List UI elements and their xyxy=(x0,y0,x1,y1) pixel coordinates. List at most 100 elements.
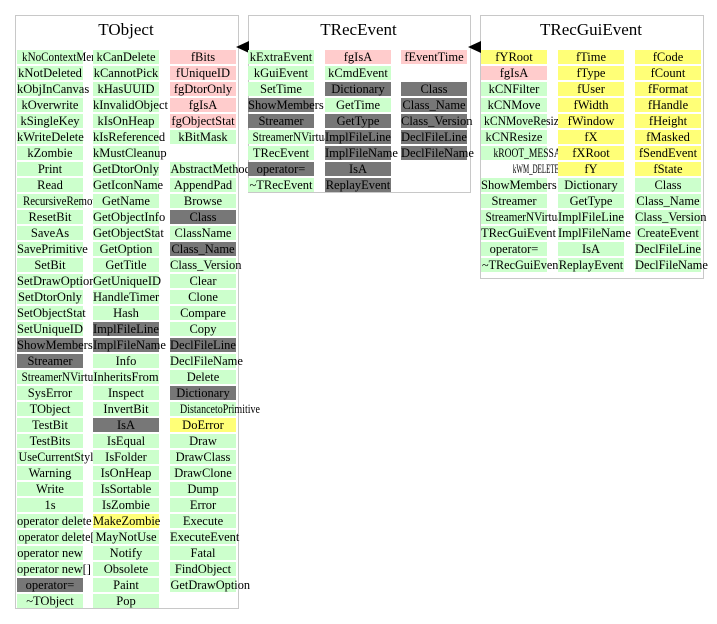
member-cell: IsA xyxy=(558,242,624,256)
class-title-tobject: TObject xyxy=(98,20,154,39)
member-cell: TRecEvent xyxy=(248,146,314,160)
member-cell: Class_Name xyxy=(635,194,701,208)
member-cell: ImplFileName xyxy=(93,338,166,352)
member-cell: GetOption xyxy=(93,242,159,256)
member-cell: StreamerNVirtual xyxy=(481,210,565,224)
member-cell: InheritsFrom xyxy=(93,370,159,384)
member-cell: fXRoot xyxy=(558,146,624,160)
member-cell: Read xyxy=(17,178,83,192)
member-cell: kCanDelete xyxy=(93,50,159,64)
member-cell: FindObject xyxy=(170,562,236,576)
member-cell: kIsOnHeap xyxy=(93,114,159,128)
member-cell: fType xyxy=(558,66,624,80)
member-cell: SetObjectStat xyxy=(17,306,86,320)
member-cell: DeclFileName xyxy=(170,354,243,368)
member-cell: IsZombie xyxy=(93,498,159,512)
member-cell: Streamer xyxy=(248,114,314,128)
member-cell: GetType xyxy=(325,114,391,128)
member-cell: Clear xyxy=(170,274,236,288)
member-cell: ShowMembers xyxy=(481,178,557,192)
member-cell: fMasked xyxy=(635,130,701,144)
member-cell: kGuiEvent xyxy=(248,66,314,80)
member-cell: kCNResize xyxy=(481,130,547,144)
member-cell: SavePrimitive xyxy=(17,242,88,256)
member-cell: Error xyxy=(170,498,236,512)
member-cell: ImplFileLine xyxy=(558,210,624,224)
member-cell: Dictionary xyxy=(325,82,391,96)
member-cell: StreamerNVirtual xyxy=(248,130,332,144)
member-cell: kCmdEvent xyxy=(325,66,391,80)
member-cell: GetName xyxy=(93,194,159,208)
member-cell: fWidth xyxy=(558,98,624,112)
member-cell: Inspect xyxy=(93,386,159,400)
member-cell: Warning xyxy=(17,466,83,480)
member-cell: ReplayEvent xyxy=(325,178,391,192)
member-cell: Dictionary xyxy=(170,386,236,400)
member-cell: Clone xyxy=(170,290,236,304)
member-cell: GetIconName xyxy=(93,178,164,192)
member-cell: HandleTimer xyxy=(93,290,160,304)
member-cell: TestBit xyxy=(17,418,83,432)
member-cell: IsSortable xyxy=(93,482,159,496)
member-cell: GetTitle xyxy=(93,258,159,272)
member-cell: fBits xyxy=(170,50,236,64)
member-cell: kMustCleanup xyxy=(93,146,167,160)
member-cell: ShowMembers xyxy=(17,338,93,352)
member-cell: fgIsA xyxy=(481,66,547,80)
member-cell: Execute xyxy=(170,514,236,528)
member-cell: DeclFileLine xyxy=(635,242,701,256)
member-cell: Dump xyxy=(170,482,236,496)
member-cell: fCode xyxy=(635,50,701,64)
member-cell: kWriteDelete xyxy=(17,130,84,144)
member-cell: ExecuteEvent xyxy=(170,530,240,544)
member-cell: GetType xyxy=(558,194,624,208)
member-cell: Pop xyxy=(93,594,159,608)
member-cell: ~TRecEvent xyxy=(248,178,314,192)
member-cell: UseCurrentStyle xyxy=(17,450,99,464)
member-cell: fSendEvent xyxy=(635,146,701,160)
member-cell: SetUniqueID xyxy=(17,322,83,336)
member-cell: GetTime xyxy=(325,98,391,112)
member-cell: kNoContextMenu xyxy=(17,50,102,64)
member-cell: DrawClone xyxy=(170,466,236,480)
member-cell: InvertBit xyxy=(93,402,159,416)
member-cell: RecursiveRemove xyxy=(17,194,103,208)
member-cell: kCNFilter xyxy=(481,82,547,96)
member-cell: Hash xyxy=(93,306,159,320)
member-cell: Class_Version xyxy=(401,114,473,128)
class-title-trecevent: TRecEvent xyxy=(320,20,397,39)
member-cell: fUser xyxy=(558,82,624,96)
member-cell: IsA xyxy=(93,418,159,432)
member-cell: GetObjectInfo xyxy=(93,210,166,224)
member-cell: AbstractMethod xyxy=(170,162,251,176)
member-cell: ImplFileLine xyxy=(93,322,159,336)
member-cell: fHandle xyxy=(635,98,701,112)
member-cell: fY xyxy=(558,162,624,176)
member-cell: fUniqueID xyxy=(170,66,236,80)
member-cell: ReplayEvent xyxy=(558,258,624,272)
member-cell: fEventTime xyxy=(401,50,467,64)
member-cell: Browse xyxy=(170,194,236,208)
member-cell: kInvalidObject xyxy=(93,98,168,112)
member-cell: Fatal xyxy=(170,546,236,560)
member-cell: Print xyxy=(17,162,83,176)
member-cell: AppendPad xyxy=(170,178,236,192)
member-cell: fWindow xyxy=(558,114,624,128)
member-cell: fYRoot xyxy=(481,50,547,64)
member-cell: kHasUUID xyxy=(93,82,159,96)
member-cell: Paint xyxy=(93,578,159,592)
member-cell: SetBit xyxy=(17,258,83,272)
member-cell: MayNotUse xyxy=(93,530,159,544)
member-cell: kObjInCanvas xyxy=(17,82,90,96)
member-cell: Class xyxy=(401,82,467,96)
member-cell: fTime xyxy=(558,50,624,64)
member-cell: CreateEvent xyxy=(635,226,701,240)
member-cell: ShowMembers xyxy=(248,98,324,112)
member-cell: SaveAs xyxy=(17,226,83,240)
member-cell: IsFolder xyxy=(93,450,159,464)
member-cell: Copy xyxy=(170,322,236,336)
member-cell: DeclFileName xyxy=(401,146,474,160)
member-cell: TObject xyxy=(17,402,83,416)
member-cell: Streamer xyxy=(17,354,83,368)
member-cell: operator delete xyxy=(17,514,92,528)
